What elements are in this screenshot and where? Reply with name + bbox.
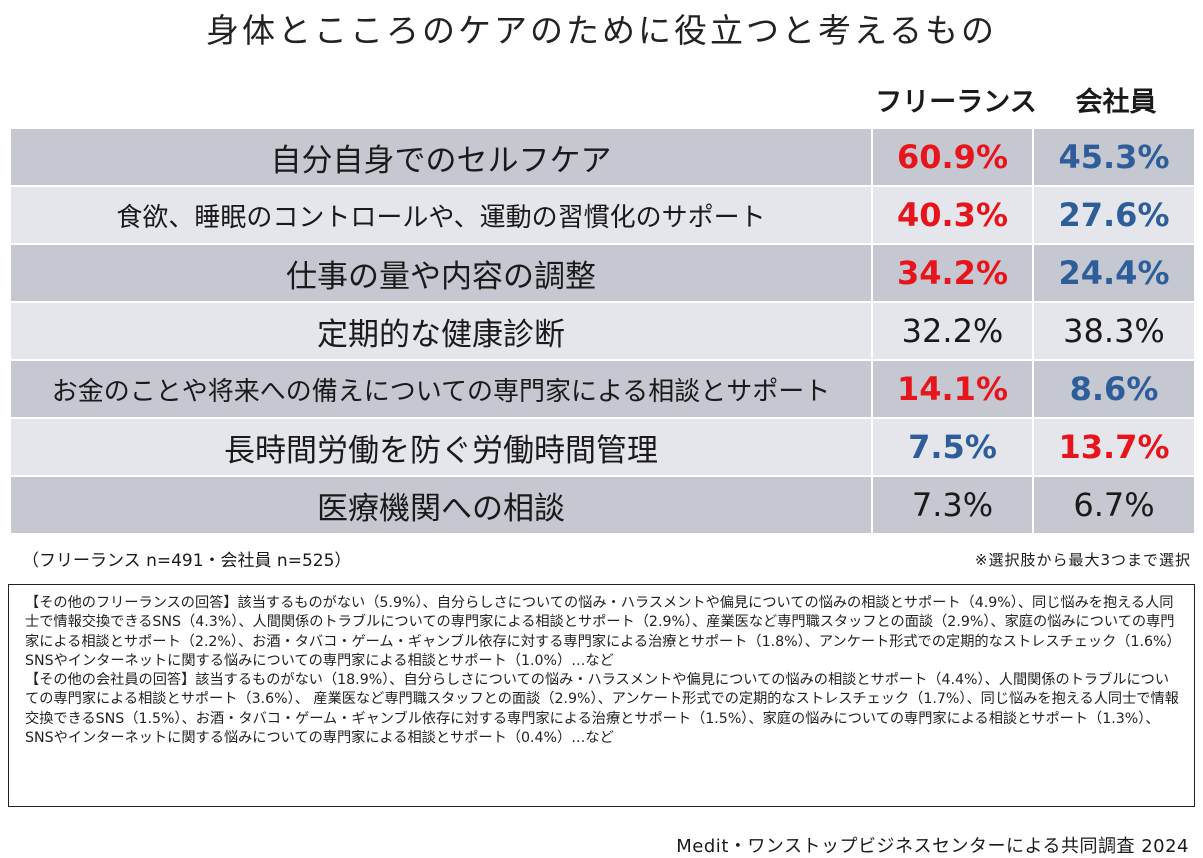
table-row: 医療機関への相談 7.3% 6.7% [10,476,1195,534]
employee-value: 13.7% [1033,418,1195,476]
freelance-value: 7.5% [872,418,1033,476]
column-header-employee: 会社員 [1075,87,1157,118]
freelance-value: 60.9% [872,128,1033,186]
freelance-value: 14.1% [872,360,1033,418]
table-row: 食欲、睡眠のコントロールや、運動の習慣化のサポート 40.3% 27.6% [10,186,1195,244]
employee-value: 45.3% [1033,128,1195,186]
row-label: 医療機関への相談 [10,476,872,534]
freelance-value: 34.2% [872,244,1033,302]
employee-value: 38.3% [1033,302,1195,360]
employee-value: 24.4% [1033,244,1195,302]
row-label: 仕事の量や内容の調整 [10,244,872,302]
table-row: 自分自身でのセルフケア 60.9% 45.3% [10,128,1195,186]
row-label: 食欲、睡眠のコントロールや、運動の習慣化のサポート [10,186,872,244]
freelance-value: 40.3% [872,186,1033,244]
results-table: 自分自身でのセルフケア 60.9% 45.3% 食欲、睡眠のコントロールや、運動の習慣… [10,128,1195,534]
row-label: 定期的な健康診断 [10,302,872,360]
other-answers-freelance: 【その他のフリーランスの回答】該当するものがない（5.9%）、自分らしさについて… [25,595,1181,669]
table-row: 長時間労働を防ぐ労働時間管理 7.5% 13.7% [10,418,1195,476]
table-row: 仕事の量や内容の調整 34.2% 24.4% [10,244,1195,302]
chart-title: 身体とこころのケアのために役立つと考えるもの [205,11,997,50]
other-answers-box: 【その他のフリーランスの回答】該当するものがない（5.9%）、自分らしさについて… [8,584,1195,807]
selection-note: ※選択肢から最大3つまで選択 [974,551,1191,569]
row-label: 自分自身でのセルフケア [10,128,872,186]
source-footer: Medit・ワンストップビジネスセンターによる共同調査 2024 [676,836,1189,857]
employee-value: 27.6% [1033,186,1195,244]
table-row: お金のことや将来への備えについての専門家による相談とサポート 14.1% 8.6% [10,360,1195,418]
employee-value: 6.7% [1033,476,1195,534]
freelance-value: 7.3% [872,476,1033,534]
table-row: 定期的な健康診断 32.2% 38.3% [10,302,1195,360]
row-label: 長時間労働を防ぐ労働時間管理 [10,418,872,476]
sample-size-note: （フリーランス n=491・会社員 n=525） [22,551,352,571]
row-label: お金のことや将来への備えについての専門家による相談とサポート [10,360,872,418]
freelance-value: 32.2% [872,302,1033,360]
employee-value: 8.6% [1033,360,1195,418]
other-answers-employee: 【その他の会社員の回答】該当するものがない（18.9%）、自分らしさについての悩… [25,672,1179,747]
column-header-freelance: フリーランス [875,87,1037,118]
